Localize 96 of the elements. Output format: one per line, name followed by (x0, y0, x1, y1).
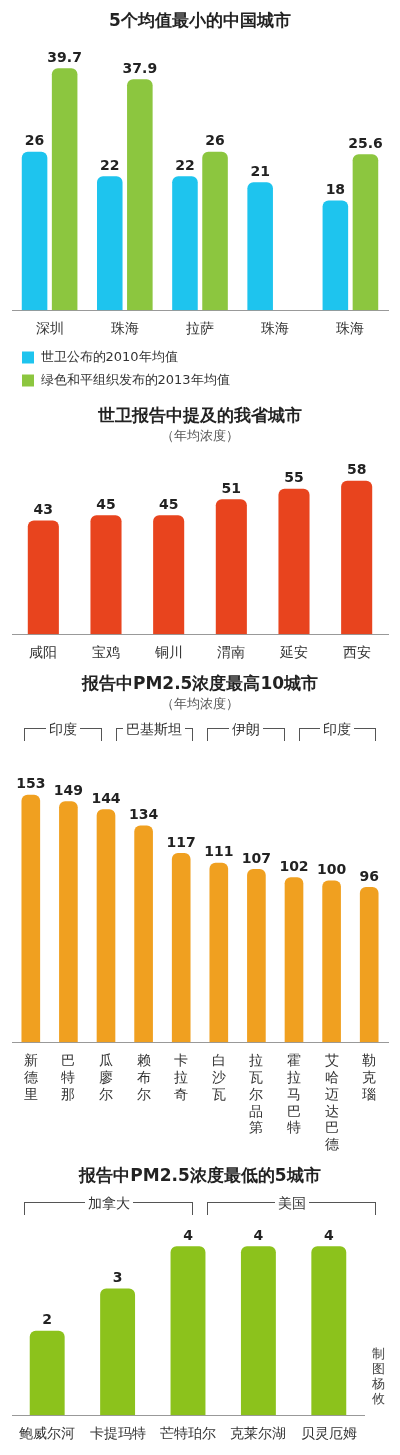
chart-title: 报告中PM2.5浓度最高10城市 (80, 672, 320, 695)
x-tick-label: 拉瓦尔品第 (249, 1052, 264, 1136)
x-tick-label: 勒克瑙 (362, 1052, 377, 1102)
legend-label: 绿色和平组织发布的2013年均值 (40, 371, 230, 387)
bar (322, 200, 349, 311)
x-tick-label: 白沙瓦 (211, 1052, 226, 1102)
bar (127, 79, 153, 311)
data-label: 107 (241, 849, 272, 866)
bar (21, 794, 41, 1043)
text: 印度 (45, 721, 80, 737)
x-tick-label: 深圳 (35, 320, 64, 337)
bar (153, 515, 185, 635)
text: 美国 (274, 1195, 309, 1211)
bar (278, 488, 310, 635)
data-label: 153 (16, 775, 46, 792)
data-label: 4 (253, 1226, 264, 1243)
chart-title: 5个均值最小的中国城市 (108, 9, 292, 32)
x-tick-label: 珠海 (261, 320, 290, 337)
data-label: 134 (128, 806, 159, 823)
data-label: 21 (250, 162, 270, 179)
x-tick-label: 宝鸡 (92, 644, 120, 661)
x-tick-label: 新德里 (23, 1052, 38, 1102)
x-tick-label: 西安 (342, 644, 371, 661)
data-label: 39.7 (47, 48, 82, 65)
bar (322, 880, 341, 1043)
data-label: 25.6 (348, 134, 383, 151)
text: 印度 (320, 721, 355, 737)
data-label: 22 (175, 156, 195, 173)
x-tick-label: 贝灵厄姆 (300, 1425, 357, 1442)
x-tick-label: 延安 (279, 644, 308, 661)
data-label: 43 (33, 501, 54, 518)
x-tick-label: 渭南 (217, 644, 246, 661)
bar (215, 499, 247, 635)
bar (202, 151, 228, 311)
bar (59, 801, 78, 1043)
bar (341, 480, 373, 635)
data-label: 51 (221, 479, 242, 496)
chart-subtitle: （年均浓度） (160, 427, 240, 445)
bar (21, 151, 48, 311)
x-tick-label: 瓜廖尔 (99, 1052, 113, 1102)
data-label: 2 (42, 1311, 53, 1328)
data-label: 18 (325, 181, 346, 198)
data-label: 26 (24, 132, 45, 149)
bar (209, 862, 229, 1043)
text: 伊朗 (228, 721, 263, 737)
data-label: 100 (316, 861, 347, 878)
data-label: 144 (91, 789, 121, 806)
bar (51, 68, 78, 311)
bar (359, 886, 379, 1043)
text: 加拿大 (84, 1195, 133, 1211)
data-label: 4 (323, 1226, 334, 1243)
text: 制图杨攸 (372, 1346, 386, 1406)
bar (284, 877, 304, 1043)
x-tick-label: 珠海 (110, 320, 139, 337)
data-label: 3 (112, 1269, 123, 1286)
x-tick-label: 艾哈迈达巴德 (324, 1052, 339, 1153)
x-tick-label: 卡提玛特 (89, 1425, 146, 1442)
data-label: 26 (205, 132, 225, 149)
bar (27, 520, 59, 635)
x-tick-label: 赖布尔 (136, 1052, 151, 1102)
legend-label: 世卫公布的2010年均值 (40, 348, 178, 364)
data-label: 45 (158, 495, 179, 512)
chart-subtitle: （年均浓度） (160, 695, 240, 713)
bar (247, 869, 266, 1043)
x-tick-label: 克莱尔湖 (230, 1425, 287, 1442)
data-label: 96 (359, 867, 379, 884)
bar (171, 852, 191, 1043)
bar (134, 825, 153, 1043)
x-tick-label: 铜川 (153, 644, 183, 661)
data-label: 149 (53, 781, 84, 798)
data-label: 45 (96, 495, 116, 512)
x-tick-label: 芒特珀尔 (160, 1425, 216, 1442)
bar (96, 176, 123, 311)
x-tick-label: 卡拉奇 (174, 1052, 189, 1102)
data-label: 58 (346, 461, 367, 478)
data-label: 22 (100, 156, 120, 173)
bar (172, 176, 198, 311)
data-label: 117 (166, 833, 196, 850)
chart-title: 世卫报告中提及的我省城市 (97, 404, 303, 427)
x-tick-label: 霍拉马巴特 (287, 1052, 301, 1136)
bar (90, 515, 122, 635)
data-label: 102 (279, 857, 309, 874)
data-label: 37.9 (122, 59, 158, 76)
x-tick-label: 拉萨 (186, 320, 214, 337)
x-tick-label: 鲍威尔河 (19, 1425, 76, 1442)
x-tick-label: 巴特那 (61, 1052, 76, 1102)
data-label: 111 (204, 843, 234, 860)
bar (96, 809, 116, 1043)
x-tick-label: 珠海 (336, 320, 365, 337)
bar (247, 182, 273, 311)
text: 巴基斯坦 (123, 721, 186, 737)
data-label: 4 (183, 1226, 194, 1243)
chart-title: 报告中PM2.5浓度最低的5城市 (77, 1164, 322, 1187)
bar (352, 154, 379, 311)
x-tick-label: 咸阳 (29, 644, 58, 661)
data-label: 55 (284, 469, 304, 486)
